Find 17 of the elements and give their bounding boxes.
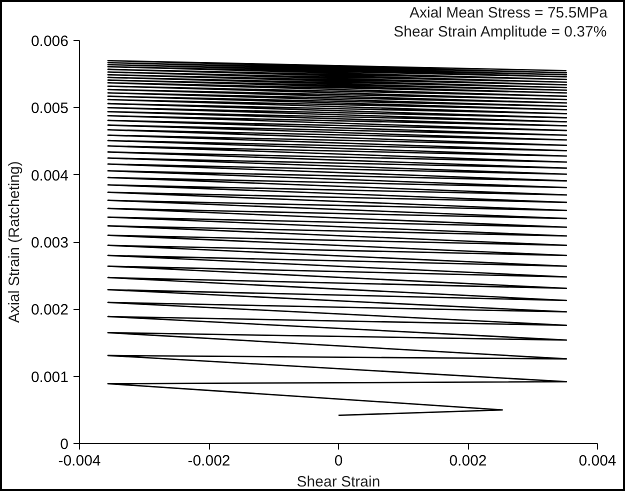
x-tick-label: 0.002	[449, 452, 487, 470]
y-tick-label: 0.006	[30, 33, 69, 50]
text: Axial Mean Stress = 75.5MPa	[409, 4, 608, 22]
line-series	[107, 60, 568, 416]
y-tick-label: 0	[60, 436, 68, 453]
y-tick-label: 0.005	[30, 100, 69, 118]
y-tick-label: 0.001	[30, 368, 69, 386]
x-tick-label: 0	[334, 452, 343, 470]
annotation: Shear Strain Amplitude = 0.37%	[394, 24, 607, 40]
x-tick-label: -0.002	[188, 452, 230, 470]
y-axis-title: Axial Strain (Ratcheting)	[6, 161, 23, 323]
y-tick-label: 0.002	[30, 302, 69, 319]
y-tick-label: 0.004	[30, 167, 69, 184]
x-axis-title: Shear Strain	[296, 474, 380, 490]
x-tick-label: 0.004	[578, 452, 616, 470]
y-tick-label: 0.003	[30, 234, 69, 252]
x-tick-label: -0.004	[58, 452, 101, 470]
